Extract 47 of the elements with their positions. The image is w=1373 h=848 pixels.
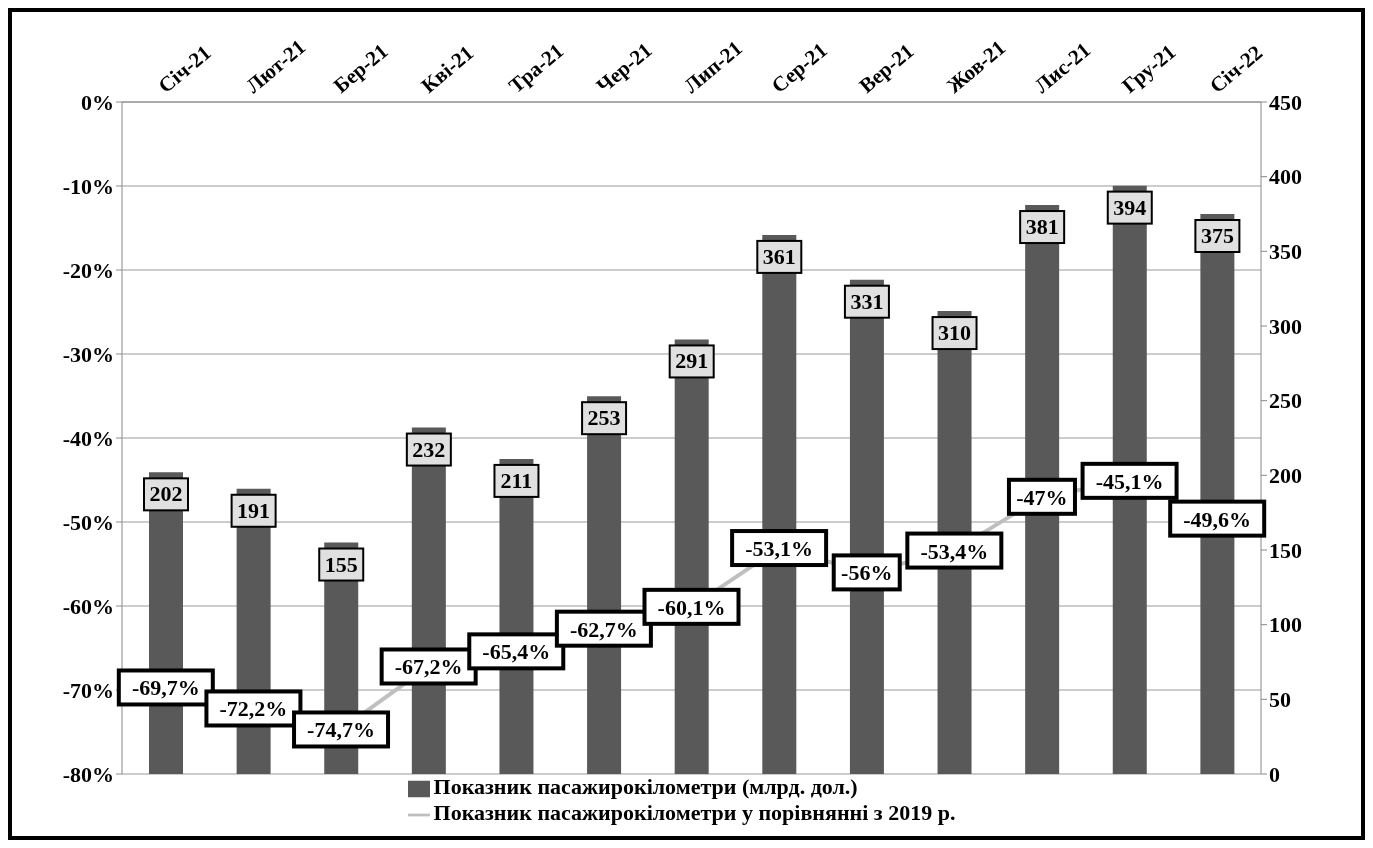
data-label: -60,1% — [657, 594, 726, 620]
data-label: -65,4% — [482, 639, 551, 665]
y-tick-label: -80% — [62, 761, 114, 787]
data-label: -74,7% — [307, 717, 375, 743]
data-label: -56% — [841, 560, 893, 586]
data-label: 232 — [412, 436, 446, 462]
y2-tick-label: 200 — [1269, 463, 1302, 489]
y2-tick-label: 400 — [1269, 164, 1302, 190]
y2-tick-label: 250 — [1269, 388, 1302, 414]
y2-tick-label: 300 — [1269, 313, 1302, 339]
y-tick-label: -60% — [62, 593, 114, 619]
y-tick-label: -70% — [62, 677, 114, 703]
data-label: 253 — [587, 405, 621, 431]
data-label: -69,7% — [131, 675, 200, 701]
y2-tick-label: 50 — [1269, 687, 1291, 713]
data-label: -45,1% — [1095, 468, 1164, 494]
y2-tick-label: 150 — [1269, 537, 1302, 563]
y2-tick-label: 100 — [1269, 612, 1302, 638]
data-label: 361 — [762, 243, 796, 269]
legend-label: Показник пасажирокілометри (млрд. дол.) — [433, 774, 858, 799]
y-tick-label: -50% — [62, 509, 114, 535]
data-label: 381 — [1025, 214, 1059, 240]
data-label: 202 — [149, 481, 183, 507]
data-label: -47% — [1016, 484, 1068, 510]
data-label: 310 — [938, 320, 972, 346]
data-label: 375 — [1200, 223, 1234, 248]
data-label: 291 — [675, 348, 709, 374]
y2-tick-label: 450 — [1269, 89, 1302, 115]
data-label: -53,4% — [920, 538, 989, 564]
data-label: 331 — [850, 288, 884, 314]
data-label: 394 — [1113, 194, 1147, 220]
data-label: -62,7% — [569, 616, 638, 642]
y2-tick-label: 0 — [1269, 761, 1280, 787]
data-label: 155 — [324, 551, 358, 577]
data-label: -49,6% — [1183, 506, 1252, 532]
data-label: 211 — [500, 467, 533, 493]
y-tick-label: -10% — [62, 173, 114, 199]
data-label: -67,2% — [394, 654, 463, 680]
y-tick-label: -20% — [62, 257, 114, 283]
y-tick-label: -30% — [62, 341, 114, 367]
y-tick-label: 0% — [81, 89, 114, 115]
y-tick-label: -40% — [62, 425, 114, 451]
legend-label: Показник пасажирокілометри у порівнянні з 2019 р. — [433, 800, 956, 825]
data-label: -72,2% — [219, 696, 288, 722]
data-label: 191 — [237, 497, 271, 523]
data-label: -53,1% — [745, 536, 814, 562]
y2-tick-label: 350 — [1269, 239, 1302, 265]
